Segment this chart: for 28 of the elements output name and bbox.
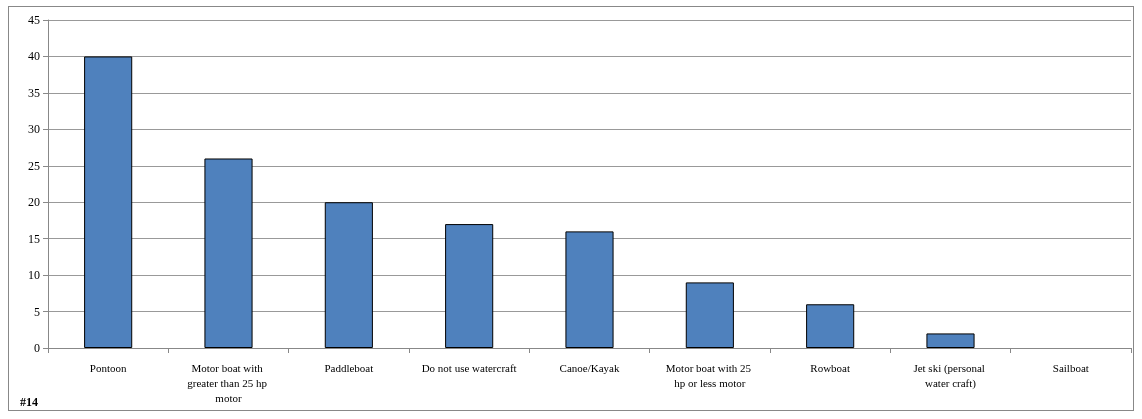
text: #14 [20, 395, 38, 409]
x-tick-label: Pontoon [89, 361, 127, 374]
y-tick-label: 5 [34, 304, 40, 319]
y-tick-label: 25 [28, 158, 40, 173]
bar [445, 224, 494, 348]
y-tick-label: 40 [28, 49, 40, 64]
y-tick-label: 0 [34, 341, 40, 355]
y-tick-label: 30 [28, 122, 40, 137]
y-tick-label: 15 [28, 231, 40, 246]
x-tick-label: Motor boat with greater than 25 hp motor [187, 361, 270, 404]
x-tick-label: Motor boat with 25 hp or less motor [665, 361, 754, 389]
bar [204, 158, 253, 348]
x-tick-label: Canoe/Kayak [559, 361, 620, 374]
y-tick-label: 45 [28, 13, 40, 27]
bar [324, 202, 373, 348]
y-tick-label: 35 [28, 85, 40, 100]
x-tick-label: Rowboat [810, 361, 851, 374]
x-tick-label: Sailboat [1052, 361, 1089, 374]
y-tick-label: 10 [28, 268, 40, 283]
x-tick-label: Paddleboat [324, 361, 374, 374]
bar [806, 304, 855, 348]
bar [926, 333, 975, 348]
bar [84, 56, 133, 348]
x-tick-label: Jet ski (personal water craft) [913, 361, 988, 390]
y-tick-label: 20 [28, 195, 40, 210]
bar [685, 282, 734, 348]
bar [565, 231, 614, 348]
x-tick-label: Do not use watercraft [421, 361, 517, 374]
